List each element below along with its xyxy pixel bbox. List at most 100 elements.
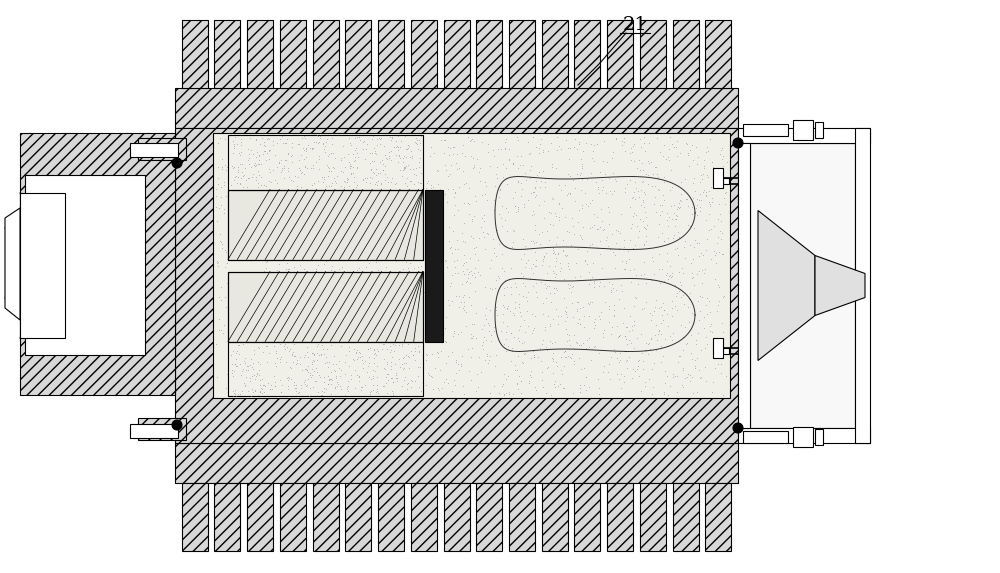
Point <box>707 274 723 284</box>
Point <box>364 189 380 198</box>
Point <box>334 197 350 206</box>
Point <box>631 156 647 165</box>
Point <box>367 348 383 358</box>
Point <box>388 143 404 152</box>
Point <box>593 308 609 317</box>
Point <box>526 352 542 361</box>
Point <box>571 139 587 148</box>
Point <box>624 220 640 229</box>
Point <box>711 282 727 291</box>
Point <box>505 225 521 234</box>
Point <box>516 249 532 258</box>
Point <box>403 390 419 399</box>
Point <box>571 138 587 147</box>
Point <box>598 189 614 198</box>
Point <box>407 333 423 343</box>
Point <box>321 285 337 294</box>
Point <box>360 182 376 191</box>
Point <box>320 159 336 168</box>
Point <box>231 205 247 214</box>
Point <box>626 187 642 197</box>
Point <box>395 153 411 162</box>
Point <box>641 159 657 168</box>
Point <box>559 312 575 321</box>
Point <box>685 155 701 164</box>
Point <box>323 236 339 245</box>
Point <box>246 281 262 290</box>
Point <box>519 307 535 316</box>
Point <box>508 207 524 216</box>
Point <box>226 162 242 171</box>
Point <box>374 345 390 354</box>
Point <box>528 143 544 152</box>
Point <box>456 180 472 189</box>
Point <box>636 269 652 278</box>
Point <box>229 163 245 172</box>
Point <box>680 370 696 379</box>
Point <box>230 167 246 176</box>
Point <box>404 159 420 168</box>
Point <box>295 138 311 147</box>
Point <box>636 139 652 148</box>
Point <box>422 205 438 214</box>
Point <box>301 391 317 401</box>
Point <box>264 384 280 393</box>
Point <box>309 367 325 376</box>
Point <box>431 260 447 269</box>
Point <box>490 272 506 281</box>
Point <box>679 139 695 148</box>
Point <box>269 354 285 363</box>
Point <box>412 138 428 147</box>
Point <box>592 314 608 323</box>
Point <box>316 175 332 184</box>
Point <box>304 377 320 386</box>
Point <box>498 346 514 355</box>
Point <box>273 340 289 349</box>
Point <box>686 223 702 233</box>
Point <box>327 153 343 162</box>
Point <box>635 216 651 225</box>
Point <box>508 282 524 292</box>
Point <box>674 380 690 389</box>
Point <box>591 390 607 399</box>
Point <box>692 190 708 199</box>
Point <box>308 331 324 340</box>
Point <box>408 163 424 172</box>
Point <box>210 179 226 189</box>
Point <box>288 386 304 395</box>
Point <box>288 360 304 369</box>
Point <box>409 328 425 337</box>
Point <box>664 215 680 224</box>
Point <box>394 220 410 229</box>
Point <box>398 358 414 367</box>
Point <box>410 341 426 350</box>
Point <box>694 292 710 301</box>
Point <box>509 151 525 160</box>
Bar <box>213 133 730 398</box>
Point <box>617 187 633 197</box>
Point <box>667 222 683 231</box>
Point <box>557 352 573 361</box>
Point <box>222 165 238 174</box>
Point <box>367 223 383 233</box>
Point <box>396 232 412 241</box>
Point <box>624 321 640 331</box>
Point <box>553 144 569 154</box>
Point <box>411 329 427 339</box>
Point <box>650 184 666 193</box>
Point <box>301 193 317 202</box>
Point <box>283 367 299 376</box>
Point <box>370 176 386 186</box>
Point <box>341 190 357 199</box>
Point <box>324 205 340 214</box>
Point <box>277 138 293 147</box>
Point <box>279 258 295 268</box>
Point <box>362 333 378 343</box>
Point <box>465 233 481 242</box>
Point <box>352 332 368 342</box>
Point <box>235 299 251 308</box>
Point <box>396 229 412 238</box>
Point <box>454 351 470 360</box>
Point <box>562 352 578 361</box>
Point <box>424 315 440 324</box>
